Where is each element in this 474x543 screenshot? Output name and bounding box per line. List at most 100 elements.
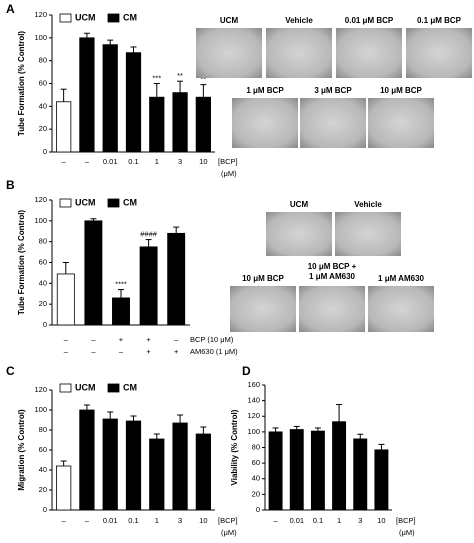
significance: #### bbox=[140, 230, 158, 239]
legend-label: UCM bbox=[75, 382, 96, 392]
y-tick-label: 20 bbox=[39, 299, 47, 308]
x-tick-label: 3 bbox=[358, 516, 362, 525]
bar bbox=[167, 232, 186, 326]
y-tick-label: 60 bbox=[252, 458, 260, 467]
micrograph bbox=[266, 28, 332, 78]
y-axis-label: Viability (% Control) bbox=[230, 409, 239, 485]
legend-swatch bbox=[107, 13, 120, 23]
legend-swatch bbox=[59, 13, 72, 23]
y-tick-label: 0 bbox=[43, 320, 47, 329]
micrograph-label: Vehicle bbox=[354, 200, 382, 209]
y-axis-label: Tube Formation (% Control) bbox=[17, 31, 26, 137]
y-tick-label: 20 bbox=[39, 124, 47, 133]
micrograph bbox=[196, 28, 262, 78]
bar bbox=[195, 433, 211, 511]
y-axis-label: Migration (% Control) bbox=[17, 409, 26, 491]
bar bbox=[149, 96, 165, 153]
bar bbox=[125, 52, 142, 153]
x-tick-label: – bbox=[62, 516, 67, 525]
y-axis-label: Tube Formation (% Control) bbox=[17, 210, 26, 316]
x-tick-label: 0.1 bbox=[128, 157, 138, 166]
bar bbox=[56, 101, 72, 153]
bar bbox=[102, 418, 118, 511]
condition-mark: – bbox=[174, 335, 179, 344]
micrograph bbox=[336, 28, 402, 78]
y-tick-label: 120 bbox=[34, 385, 47, 394]
y-tick-label: 40 bbox=[252, 474, 260, 483]
micrograph-label: 3 μM BCP bbox=[314, 86, 352, 95]
x-tick-label: 10 bbox=[199, 157, 207, 166]
y-tick-label: 40 bbox=[39, 465, 47, 474]
y-tick-label: 80 bbox=[39, 237, 47, 246]
condition-mark: + bbox=[146, 347, 151, 356]
bar bbox=[289, 429, 304, 511]
bar bbox=[149, 438, 165, 511]
x-tick-label: 0.01 bbox=[103, 516, 118, 525]
bar bbox=[172, 92, 188, 153]
y-tick-label: 20 bbox=[252, 489, 260, 498]
condition-mark: – bbox=[119, 347, 124, 356]
condition-mark: + bbox=[174, 347, 179, 356]
y-tick-label: 120 bbox=[34, 195, 47, 204]
y-tick-label: 140 bbox=[247, 396, 260, 405]
x-tick-label: 1 bbox=[155, 157, 159, 166]
micrograph-label: 10 μM BCP bbox=[242, 274, 284, 283]
legend-swatch bbox=[107, 383, 120, 393]
legend-label: UCM bbox=[75, 197, 96, 207]
bar bbox=[112, 297, 130, 326]
bar bbox=[195, 96, 211, 153]
micrograph bbox=[300, 98, 366, 148]
y-tick-label: 80 bbox=[39, 425, 47, 434]
y-tick-label: 100 bbox=[34, 216, 47, 225]
bar bbox=[79, 37, 95, 153]
x-tick-label: 0.01 bbox=[103, 157, 118, 166]
panel-letter: C bbox=[6, 364, 15, 378]
x-tick-label: 3 bbox=[178, 157, 182, 166]
micrograph bbox=[368, 286, 434, 332]
y-tick-label: 120 bbox=[247, 411, 260, 420]
y-tick-label: 100 bbox=[34, 33, 47, 42]
y-tick-label: 20 bbox=[39, 485, 47, 494]
x-tick-label: 0.1 bbox=[128, 516, 138, 525]
micrograph-label: 1 μM AM630 bbox=[309, 272, 355, 281]
bar bbox=[56, 273, 75, 326]
bar bbox=[84, 220, 103, 326]
micrograph bbox=[299, 286, 365, 332]
x-tick-label: – bbox=[85, 516, 90, 525]
bar bbox=[353, 438, 368, 511]
condition-mark: – bbox=[91, 347, 96, 356]
significance: ** bbox=[200, 75, 206, 84]
bar bbox=[125, 420, 142, 511]
bar bbox=[374, 449, 389, 511]
y-tick-label: 60 bbox=[39, 78, 47, 87]
bar bbox=[79, 409, 95, 511]
x-axis-unit: (μM) bbox=[221, 528, 237, 537]
y-tick-label: 0 bbox=[43, 147, 47, 156]
micrograph bbox=[266, 212, 332, 256]
legend-label: UCM bbox=[75, 12, 96, 22]
micrograph-label: UCM bbox=[290, 200, 309, 209]
x-axis-unit: (μM) bbox=[399, 528, 415, 537]
bar bbox=[56, 465, 72, 511]
micrograph bbox=[232, 98, 298, 148]
x-tick-label: 10 bbox=[377, 516, 385, 525]
micrograph-label: 10 μM BCP + bbox=[308, 262, 357, 271]
condition-mark: + bbox=[119, 335, 124, 344]
micrograph-label: 1 μM AM630 bbox=[378, 274, 424, 283]
x-tick-label: 1 bbox=[155, 516, 159, 525]
condition-label: BCP (10 μM) bbox=[190, 335, 234, 344]
bar bbox=[332, 421, 347, 511]
panel-letter: A bbox=[6, 2, 15, 16]
y-tick-label: 80 bbox=[252, 442, 260, 451]
y-tick-label: 120 bbox=[34, 10, 47, 19]
legend-swatch bbox=[59, 383, 72, 393]
x-tick-label: 1 bbox=[337, 516, 341, 525]
y-tick-label: 100 bbox=[247, 427, 260, 436]
x-tick-label: 3 bbox=[178, 516, 182, 525]
micrograph-label: Vehicle bbox=[285, 16, 313, 25]
y-tick-label: 40 bbox=[39, 101, 47, 110]
legend-label: CM bbox=[123, 197, 137, 207]
x-tick-label: – bbox=[273, 516, 278, 525]
significance: ** bbox=[177, 71, 183, 80]
bar bbox=[268, 431, 283, 511]
